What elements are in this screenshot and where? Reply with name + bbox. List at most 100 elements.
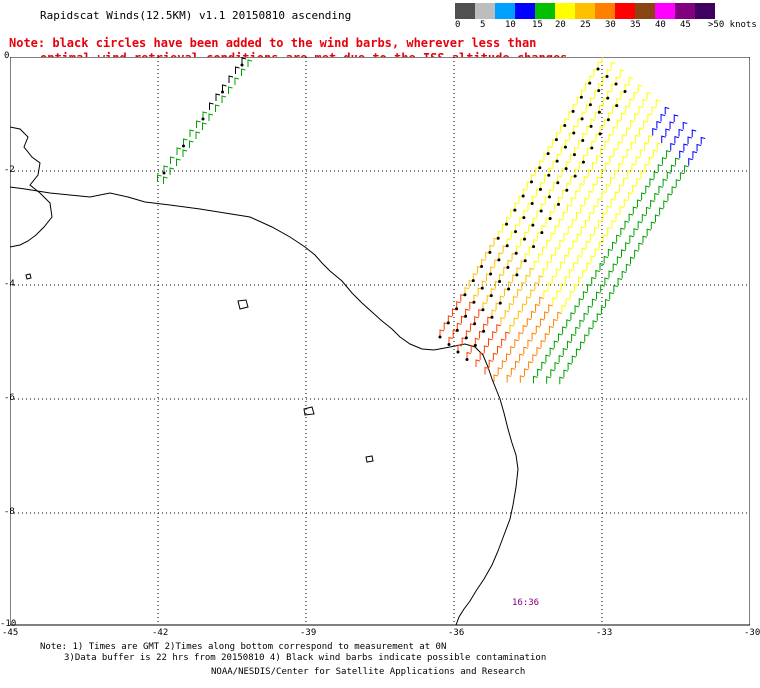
wind-barb (523, 368, 529, 376)
wind-barb (612, 126, 618, 135)
wind-barb (683, 143, 689, 152)
wind-barb (612, 105, 617, 113)
island-marajo (10, 126, 53, 248)
contamination-dot (589, 124, 593, 128)
wind-barb (531, 332, 537, 341)
wind-barb (176, 147, 182, 155)
contamination-dot (465, 358, 469, 361)
contamination-dot (490, 315, 494, 319)
wind-barb (527, 339, 533, 348)
contamination-dot (521, 194, 525, 198)
wind-barb (598, 83, 603, 91)
wind-barb (628, 213, 634, 222)
wind-barb (508, 281, 513, 289)
wind-barb (597, 198, 603, 206)
wind-barb (636, 177, 641, 186)
contamination-dot (240, 63, 244, 67)
wind-barb (535, 303, 540, 312)
wind-barb (585, 82, 590, 91)
wind-barb (163, 176, 168, 184)
wind-barb (520, 260, 526, 268)
wind-barb (464, 287, 470, 295)
wind-barb (503, 266, 508, 275)
contamination-dot (573, 174, 577, 178)
wind-barb (499, 295, 505, 304)
legend-swatch (475, 3, 495, 19)
wind-barb (656, 120, 662, 129)
wind-barb (548, 304, 553, 312)
wind-barb (598, 219, 603, 228)
wind-barb (616, 256, 622, 264)
wind-barb (652, 128, 657, 136)
wind-barb (538, 275, 544, 283)
wind-barb (571, 333, 576, 342)
contamination-dot (572, 153, 576, 157)
wind-barb (581, 247, 587, 256)
wind-barb (700, 136, 706, 145)
wind-barb (609, 155, 614, 163)
contamination-dot (463, 293, 467, 297)
wind-barb (546, 239, 551, 248)
wind-barb (234, 77, 240, 85)
legend-swatch (515, 3, 535, 19)
wind-barb (607, 227, 612, 235)
wind-barb (494, 259, 499, 267)
wind-barb (515, 224, 520, 232)
legend-label: 15 (532, 20, 543, 30)
wind-barb (544, 196, 550, 204)
wind-barb (671, 186, 677, 194)
wind-barb (247, 59, 253, 67)
legend-swatch (455, 3, 475, 19)
wind-barb (524, 231, 529, 240)
wind-barb (460, 294, 465, 302)
wind-barb (550, 369, 555, 377)
wind-barb (653, 171, 659, 179)
contamination-dot (623, 90, 627, 94)
wind-barb (580, 89, 586, 98)
wind-barb (501, 338, 506, 347)
wind-barb (539, 296, 544, 305)
wind-barb (599, 126, 605, 134)
x-tick-label: -45 (2, 628, 19, 638)
wind-barb (540, 340, 546, 348)
contamination-dot (580, 117, 584, 121)
wind-barb (632, 184, 637, 193)
wind-barb (478, 330, 484, 339)
wind-barb (674, 135, 680, 144)
legend-label: 20 (555, 20, 566, 30)
contamination-dot (513, 208, 517, 212)
wind-barb (485, 251, 490, 260)
wind-barb (596, 176, 602, 185)
wind-barb (548, 189, 554, 197)
wind-barb (451, 308, 457, 316)
wind-barb (573, 283, 579, 292)
wind-barb (549, 347, 555, 356)
wind-barb (616, 234, 621, 243)
wind-barb (539, 181, 545, 190)
wind-barb (507, 259, 513, 268)
wind-barb (609, 291, 614, 300)
wind-barb (675, 179, 681, 187)
wind-barb (505, 331, 510, 340)
wind-barb (215, 104, 220, 112)
wind-barb (652, 149, 658, 158)
wind-barb (615, 76, 621, 85)
y-tick-label: -6 (4, 393, 15, 403)
wind-barb (532, 354, 537, 362)
wind-barb (629, 235, 634, 243)
wind-barb (528, 361, 533, 369)
wind-barb (530, 310, 536, 319)
wind-barb (619, 206, 625, 214)
island-small-1 (237, 299, 249, 310)
wind-barb (614, 169, 619, 178)
legend-label: >50 knots (708, 20, 757, 30)
wind-barb (670, 164, 676, 173)
contamination-dot (530, 201, 534, 205)
legend-swatch (635, 3, 655, 19)
wind-barb (666, 150, 671, 158)
legend-swatch (655, 3, 675, 19)
contamination-dot (547, 173, 551, 177)
wind-barb (572, 103, 578, 112)
contamination-dot (556, 202, 560, 206)
contamination-dot (507, 287, 511, 291)
